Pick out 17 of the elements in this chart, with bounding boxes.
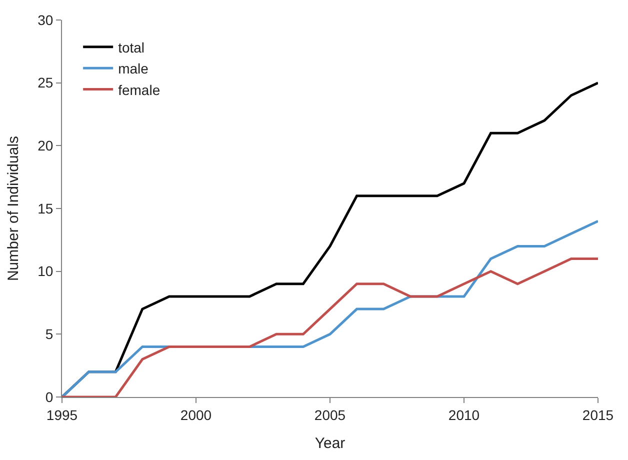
legend-label: female [118,82,160,98]
y-axis-title: Number of Individuals [4,136,22,282]
y-tick-label: 20 [38,138,54,154]
y-tick-label: 30 [38,12,54,28]
y-tick-label: 25 [38,74,54,91]
legend-label: male [118,60,149,77]
x-axis-title: Year [314,434,346,452]
x-tick-label: 1995 [46,406,78,423]
x-tick-label: 2005 [314,406,346,423]
y-tick-label: 15 [38,200,54,216]
y-tick-label: 5 [45,326,54,342]
y-tick-label: 10 [38,263,54,280]
x-tick-label: 2000 [180,406,212,423]
x-tick-label: 2015 [582,406,614,423]
x-tick-label: 2010 [448,406,480,423]
legend-label: total [118,39,145,56]
y-tick-label: 0 [45,388,54,405]
